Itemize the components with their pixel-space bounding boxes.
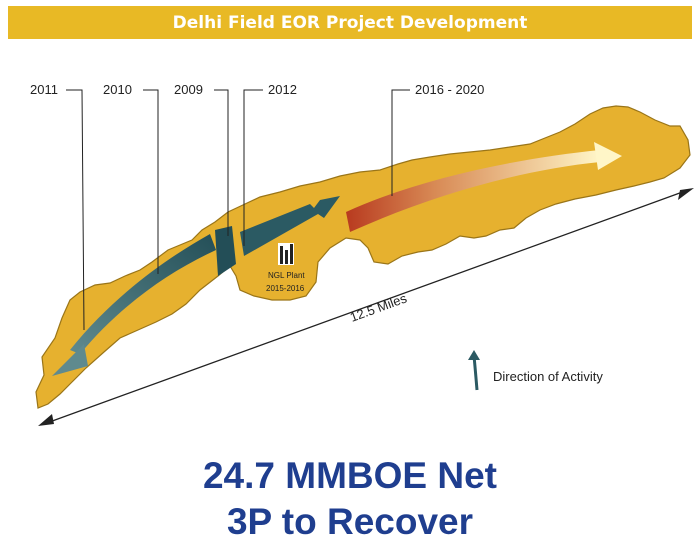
year-2009: 2009 [174, 82, 203, 97]
distance-line [43, 189, 689, 425]
plant-label: NGL Plant [268, 271, 305, 280]
plant-icon [278, 243, 294, 265]
headline-line-1: 24.7 MMBOE Net [202, 455, 497, 496]
distance-arrow-left [38, 414, 54, 426]
arrow-east [346, 150, 600, 232]
leader-2009 [214, 89, 229, 236]
year-2016-2020: 2016 - 2020 [415, 82, 484, 97]
arrow-band-2009 [215, 226, 236, 276]
year-2010: 2010 [103, 82, 132, 97]
leader-2011 [66, 89, 85, 331]
year-2012: 2012 [268, 82, 297, 97]
arrow-west-head [52, 344, 88, 376]
headline-line-2: 3P to Recover [226, 501, 474, 542]
direction-legend-arrow [468, 350, 480, 391]
title-banner: Delhi Field EOR Project Development [8, 6, 692, 39]
leader-2016 [391, 89, 410, 196]
field-outline [35, 105, 691, 409]
leader-2010 [143, 89, 159, 274]
distance-arrow-right [678, 188, 694, 200]
leader-2012 [243, 89, 263, 246]
arrow-east-head [594, 142, 622, 170]
arrow-west [70, 234, 216, 354]
year-2011: 2011 [30, 82, 58, 97]
distance-label: 12.5 Miles [348, 290, 409, 325]
plant-dates: 2015-2016 [266, 284, 305, 293]
arrow-band-2012 [240, 196, 340, 256]
legend-label: Direction of Activity [493, 369, 603, 384]
